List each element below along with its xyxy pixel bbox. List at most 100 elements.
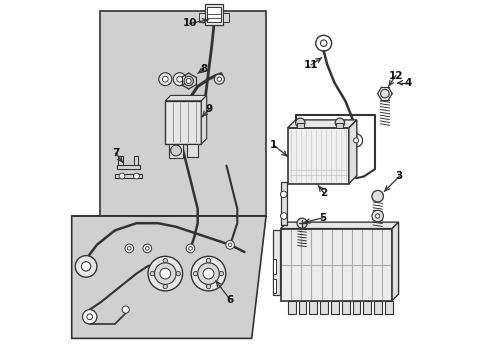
Bar bbox=[341, 301, 349, 314]
Circle shape bbox=[163, 284, 167, 289]
Text: 8: 8 bbox=[200, 64, 207, 74]
Bar bbox=[296, 123, 303, 128]
Circle shape bbox=[214, 74, 224, 84]
Circle shape bbox=[186, 244, 194, 253]
Bar bbox=[118, 156, 122, 165]
Bar bbox=[373, 301, 381, 314]
Bar bbox=[384, 301, 392, 314]
Bar bbox=[204, 4, 223, 25]
Circle shape bbox=[349, 134, 362, 147]
Bar bbox=[309, 301, 317, 314]
Bar bbox=[336, 123, 343, 128]
Circle shape bbox=[295, 118, 305, 127]
Circle shape bbox=[217, 77, 221, 81]
Circle shape bbox=[119, 173, 125, 179]
Circle shape bbox=[162, 76, 168, 82]
Circle shape bbox=[225, 240, 234, 249]
Circle shape bbox=[133, 173, 139, 179]
Bar bbox=[206, 7, 221, 22]
Text: 11: 11 bbox=[303, 60, 318, 70]
Circle shape bbox=[75, 256, 97, 277]
Circle shape bbox=[183, 76, 193, 86]
Circle shape bbox=[280, 191, 286, 198]
Circle shape bbox=[203, 268, 213, 279]
Text: 5: 5 bbox=[319, 213, 326, 223]
Bar bbox=[199, 13, 205, 22]
Bar bbox=[363, 301, 370, 314]
Bar bbox=[134, 156, 138, 165]
Text: 2: 2 bbox=[320, 188, 326, 198]
Bar bbox=[287, 301, 295, 314]
Circle shape bbox=[150, 271, 154, 276]
Polygon shape bbox=[165, 95, 206, 101]
Bar bbox=[186, 144, 197, 157]
Bar bbox=[352, 301, 360, 314]
Circle shape bbox=[280, 213, 286, 219]
Bar bbox=[298, 301, 306, 314]
Bar bbox=[330, 301, 338, 314]
Circle shape bbox=[228, 243, 231, 247]
Circle shape bbox=[127, 247, 131, 250]
Circle shape bbox=[375, 214, 379, 218]
Bar bbox=[280, 229, 391, 301]
Circle shape bbox=[371, 190, 383, 202]
Circle shape bbox=[142, 244, 151, 253]
Circle shape bbox=[315, 35, 331, 51]
Bar bbox=[287, 128, 348, 184]
Bar bbox=[165, 101, 201, 144]
Text: 10: 10 bbox=[182, 18, 197, 28]
Circle shape bbox=[82, 310, 97, 324]
Bar bbox=[320, 301, 327, 314]
Circle shape bbox=[177, 76, 182, 82]
Text: 1: 1 bbox=[269, 140, 276, 150]
Circle shape bbox=[154, 263, 176, 284]
Bar bbox=[223, 13, 228, 22]
Text: 4: 4 bbox=[404, 78, 411, 88]
Circle shape bbox=[160, 268, 170, 279]
Bar bbox=[280, 182, 286, 225]
Bar bbox=[273, 279, 276, 293]
Circle shape bbox=[193, 271, 197, 276]
Circle shape bbox=[87, 314, 92, 320]
Circle shape bbox=[371, 210, 383, 222]
Circle shape bbox=[125, 244, 133, 253]
Circle shape bbox=[353, 138, 358, 143]
Text: 3: 3 bbox=[395, 171, 402, 181]
Polygon shape bbox=[391, 222, 398, 301]
Polygon shape bbox=[287, 120, 356, 128]
Circle shape bbox=[296, 218, 306, 228]
Circle shape bbox=[148, 256, 182, 291]
Bar bbox=[273, 230, 280, 295]
Polygon shape bbox=[101, 11, 265, 216]
Circle shape bbox=[335, 118, 344, 127]
Circle shape bbox=[170, 145, 181, 156]
Circle shape bbox=[197, 263, 219, 284]
Bar bbox=[273, 259, 276, 274]
Circle shape bbox=[176, 271, 180, 276]
Text: 6: 6 bbox=[226, 294, 233, 305]
Text: 12: 12 bbox=[387, 71, 402, 81]
Text: 9: 9 bbox=[205, 104, 212, 114]
Polygon shape bbox=[280, 222, 398, 229]
Circle shape bbox=[188, 247, 192, 250]
Polygon shape bbox=[201, 95, 206, 144]
Circle shape bbox=[173, 73, 186, 86]
Circle shape bbox=[145, 247, 149, 250]
Circle shape bbox=[186, 78, 191, 84]
Circle shape bbox=[320, 40, 326, 46]
Bar bbox=[168, 144, 183, 158]
Text: 7: 7 bbox=[112, 148, 119, 158]
Bar bbox=[117, 165, 140, 169]
Bar bbox=[115, 174, 142, 178]
Polygon shape bbox=[72, 216, 265, 338]
Circle shape bbox=[159, 73, 171, 86]
Circle shape bbox=[122, 306, 129, 313]
Circle shape bbox=[163, 258, 167, 263]
Circle shape bbox=[191, 256, 225, 291]
Circle shape bbox=[206, 258, 210, 263]
Circle shape bbox=[81, 262, 91, 271]
Circle shape bbox=[380, 89, 388, 98]
Polygon shape bbox=[348, 120, 356, 184]
Circle shape bbox=[219, 271, 223, 276]
Circle shape bbox=[206, 284, 210, 289]
